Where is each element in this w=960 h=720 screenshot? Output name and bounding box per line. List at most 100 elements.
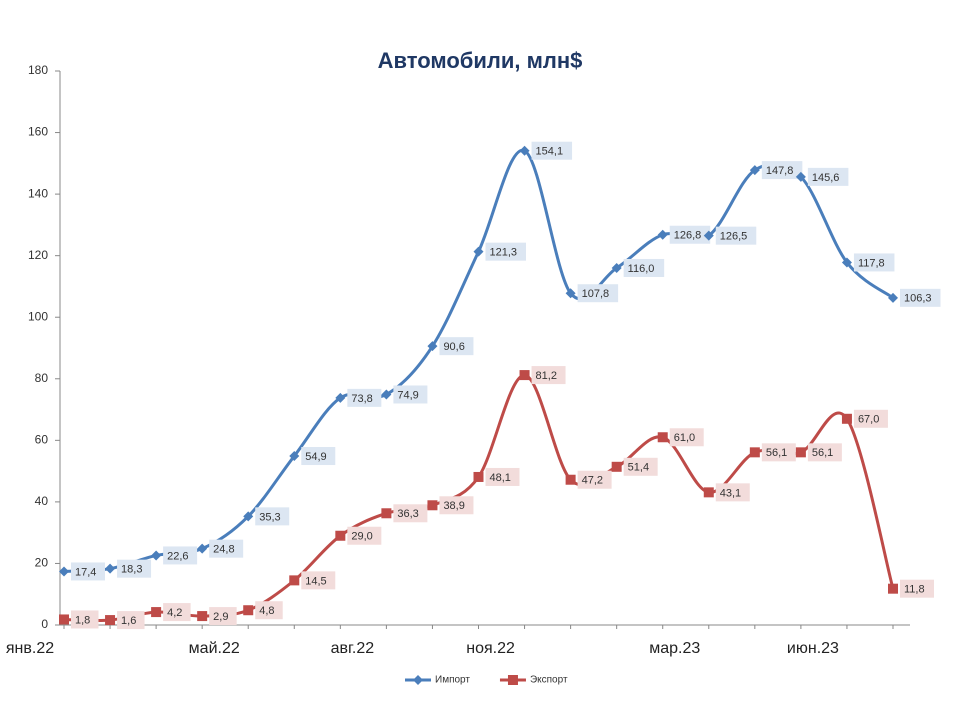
point	[151, 607, 162, 618]
value-label: 4,8	[259, 605, 274, 617]
value-label: 61,0	[674, 432, 695, 444]
value-label-bg	[301, 571, 336, 590]
value-label-bg	[531, 141, 573, 160]
point	[197, 611, 208, 622]
value-label-bg	[623, 258, 665, 277]
x-tick-label: июн.23	[787, 640, 839, 657]
y-tick-label: 140	[28, 186, 48, 200]
value-label-bg	[900, 288, 941, 307]
point	[565, 474, 576, 485]
value-label-bg	[347, 388, 382, 407]
value-label: 35,3	[259, 511, 280, 523]
value-label-bg	[439, 337, 474, 356]
point	[381, 389, 392, 400]
point	[335, 392, 346, 403]
chart-title: Автомобили, млн$	[378, 48, 583, 73]
value-label-bg	[577, 470, 612, 489]
value-label-bg	[71, 562, 105, 581]
point	[841, 413, 852, 424]
y-tick-label: 20	[35, 556, 49, 570]
value-label: 24,8	[213, 544, 234, 556]
legend-label: Импорт	[435, 675, 470, 686]
value-label: 1,6	[121, 615, 136, 627]
y-tick-label: 40	[35, 494, 49, 508]
point	[243, 511, 254, 522]
y-tick-label: 60	[35, 433, 49, 447]
value-label: 73,8	[351, 393, 372, 405]
value-label: 145,6	[812, 172, 840, 184]
value-label: 117,8	[858, 257, 885, 269]
value-label: 121,3	[490, 247, 518, 259]
value-label-bg	[669, 428, 704, 447]
series-line	[63, 149, 894, 573]
value-label: 51,4	[628, 462, 649, 474]
point	[151, 550, 162, 561]
value-label-bg	[761, 161, 803, 180]
x-tick-label: ноя.22	[466, 640, 515, 657]
value-label: 29,0	[351, 531, 372, 543]
value-label-bg	[715, 483, 750, 502]
point	[749, 165, 760, 176]
value-label-bg	[853, 409, 888, 428]
value-label-bg	[255, 601, 283, 620]
point	[413, 675, 423, 685]
value-label: 48,1	[490, 472, 511, 484]
series-line	[63, 373, 895, 623]
value-label: 36,3	[397, 508, 418, 520]
point	[657, 229, 668, 240]
value-label: 43,1	[720, 487, 741, 499]
value-label: 116,0	[628, 263, 655, 275]
value-label: 90,6	[443, 341, 464, 353]
point	[749, 447, 760, 458]
point	[888, 583, 898, 594]
point	[565, 288, 576, 299]
point	[473, 471, 484, 482]
value-label-bg	[255, 507, 290, 526]
value-label: 17,4	[75, 566, 96, 578]
legend-label: Экспорт	[530, 675, 568, 686]
value-label-bg	[163, 546, 198, 565]
value-label-bg	[900, 579, 934, 598]
point	[611, 461, 622, 472]
value-label-bg	[669, 225, 711, 244]
point	[507, 675, 518, 685]
value-label: 56,1	[766, 447, 787, 459]
value-label: 11,8	[904, 584, 925, 596]
point	[197, 543, 208, 554]
point	[888, 292, 898, 303]
point	[427, 341, 438, 352]
point	[795, 171, 806, 182]
value-label: 2,9	[213, 611, 228, 623]
value-label-bg	[347, 526, 382, 545]
value-label: 67,0	[858, 414, 879, 426]
x-tick-label: мар.23	[649, 640, 700, 657]
point	[703, 487, 714, 498]
value-label: 4,2	[167, 607, 182, 619]
point	[59, 566, 69, 577]
value-label-bg	[163, 603, 191, 622]
value-label-bg	[393, 385, 428, 404]
value-label-bg	[807, 167, 849, 186]
point	[841, 257, 852, 268]
value-label-bg	[807, 443, 842, 462]
point	[105, 563, 116, 574]
value-label: 14,5	[305, 575, 326, 587]
point	[335, 530, 346, 541]
point	[473, 246, 484, 257]
value-label: 18,3	[121, 564, 142, 576]
value-label-bg	[623, 457, 658, 476]
y-tick-label: 80	[35, 371, 49, 385]
value-label: 47,2	[582, 475, 603, 487]
value-label-bg	[715, 226, 757, 245]
x-tick-label: авг.22	[331, 640, 375, 657]
value-label: 106,3	[904, 293, 932, 305]
y-tick-label: 0	[41, 617, 48, 631]
point	[243, 605, 254, 616]
point	[105, 615, 116, 626]
value-label-bg	[117, 559, 152, 578]
value-label: 74,9	[397, 389, 418, 401]
value-label: 147,8	[766, 165, 794, 177]
point	[427, 500, 438, 511]
value-label-bg	[117, 611, 145, 630]
